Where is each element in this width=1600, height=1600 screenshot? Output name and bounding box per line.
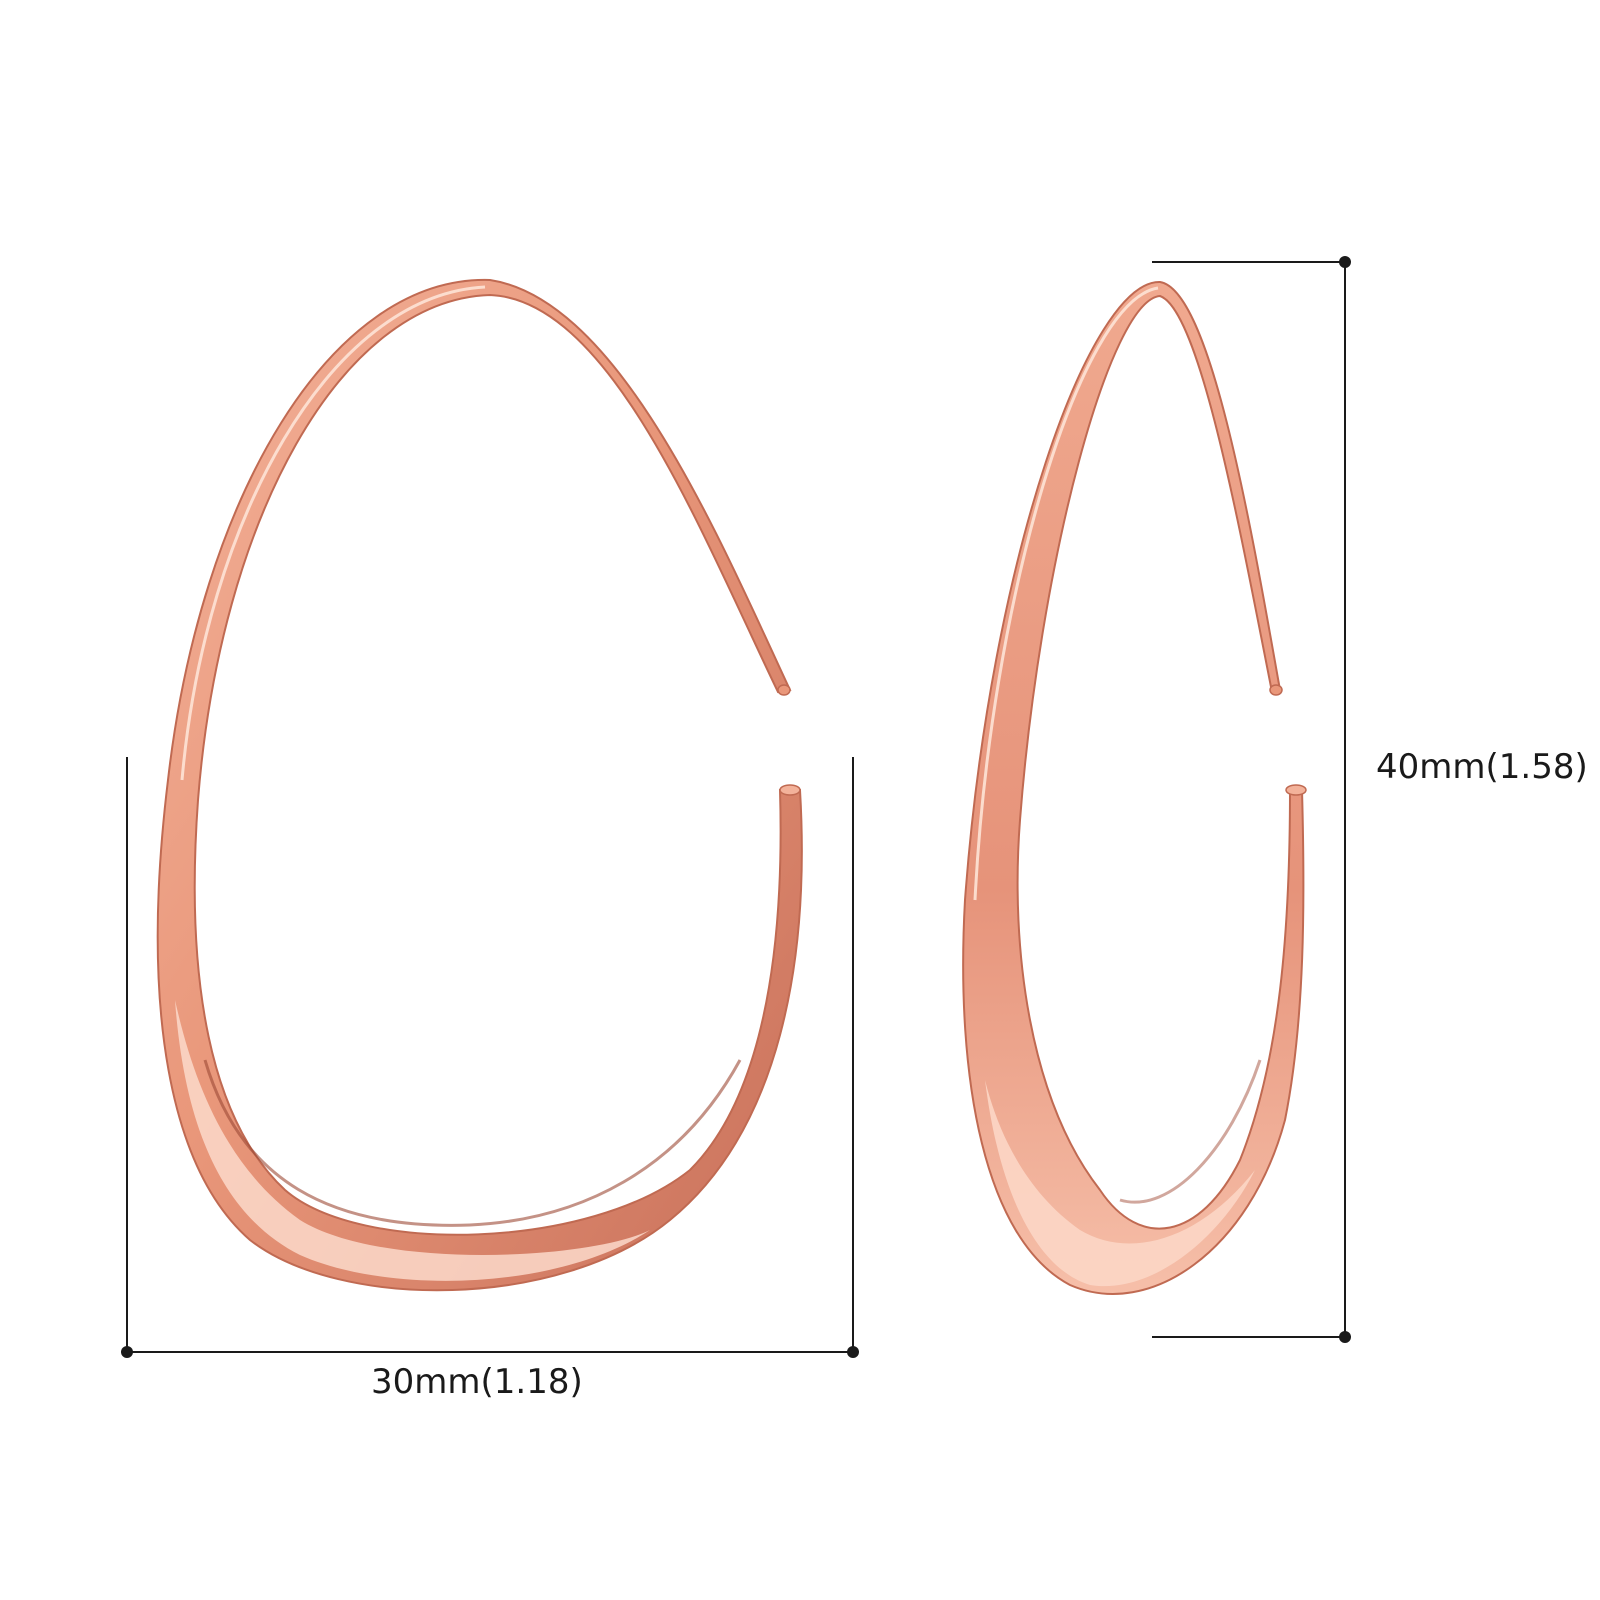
width-endpoint-right xyxy=(847,1346,859,1358)
earring-side-view xyxy=(962,280,1307,1295)
height-endpoint-bottom xyxy=(1339,1331,1351,1343)
width-label: 30mm(1.18) xyxy=(371,1362,583,1402)
height-dimension xyxy=(1152,256,1351,1343)
earring-front-view xyxy=(156,278,803,1292)
width-endpoint-left xyxy=(121,1346,133,1358)
height-endpoint-top xyxy=(1339,256,1351,268)
width-dimension xyxy=(121,757,859,1358)
height-label: 40mm(1.58) xyxy=(1376,747,1588,787)
